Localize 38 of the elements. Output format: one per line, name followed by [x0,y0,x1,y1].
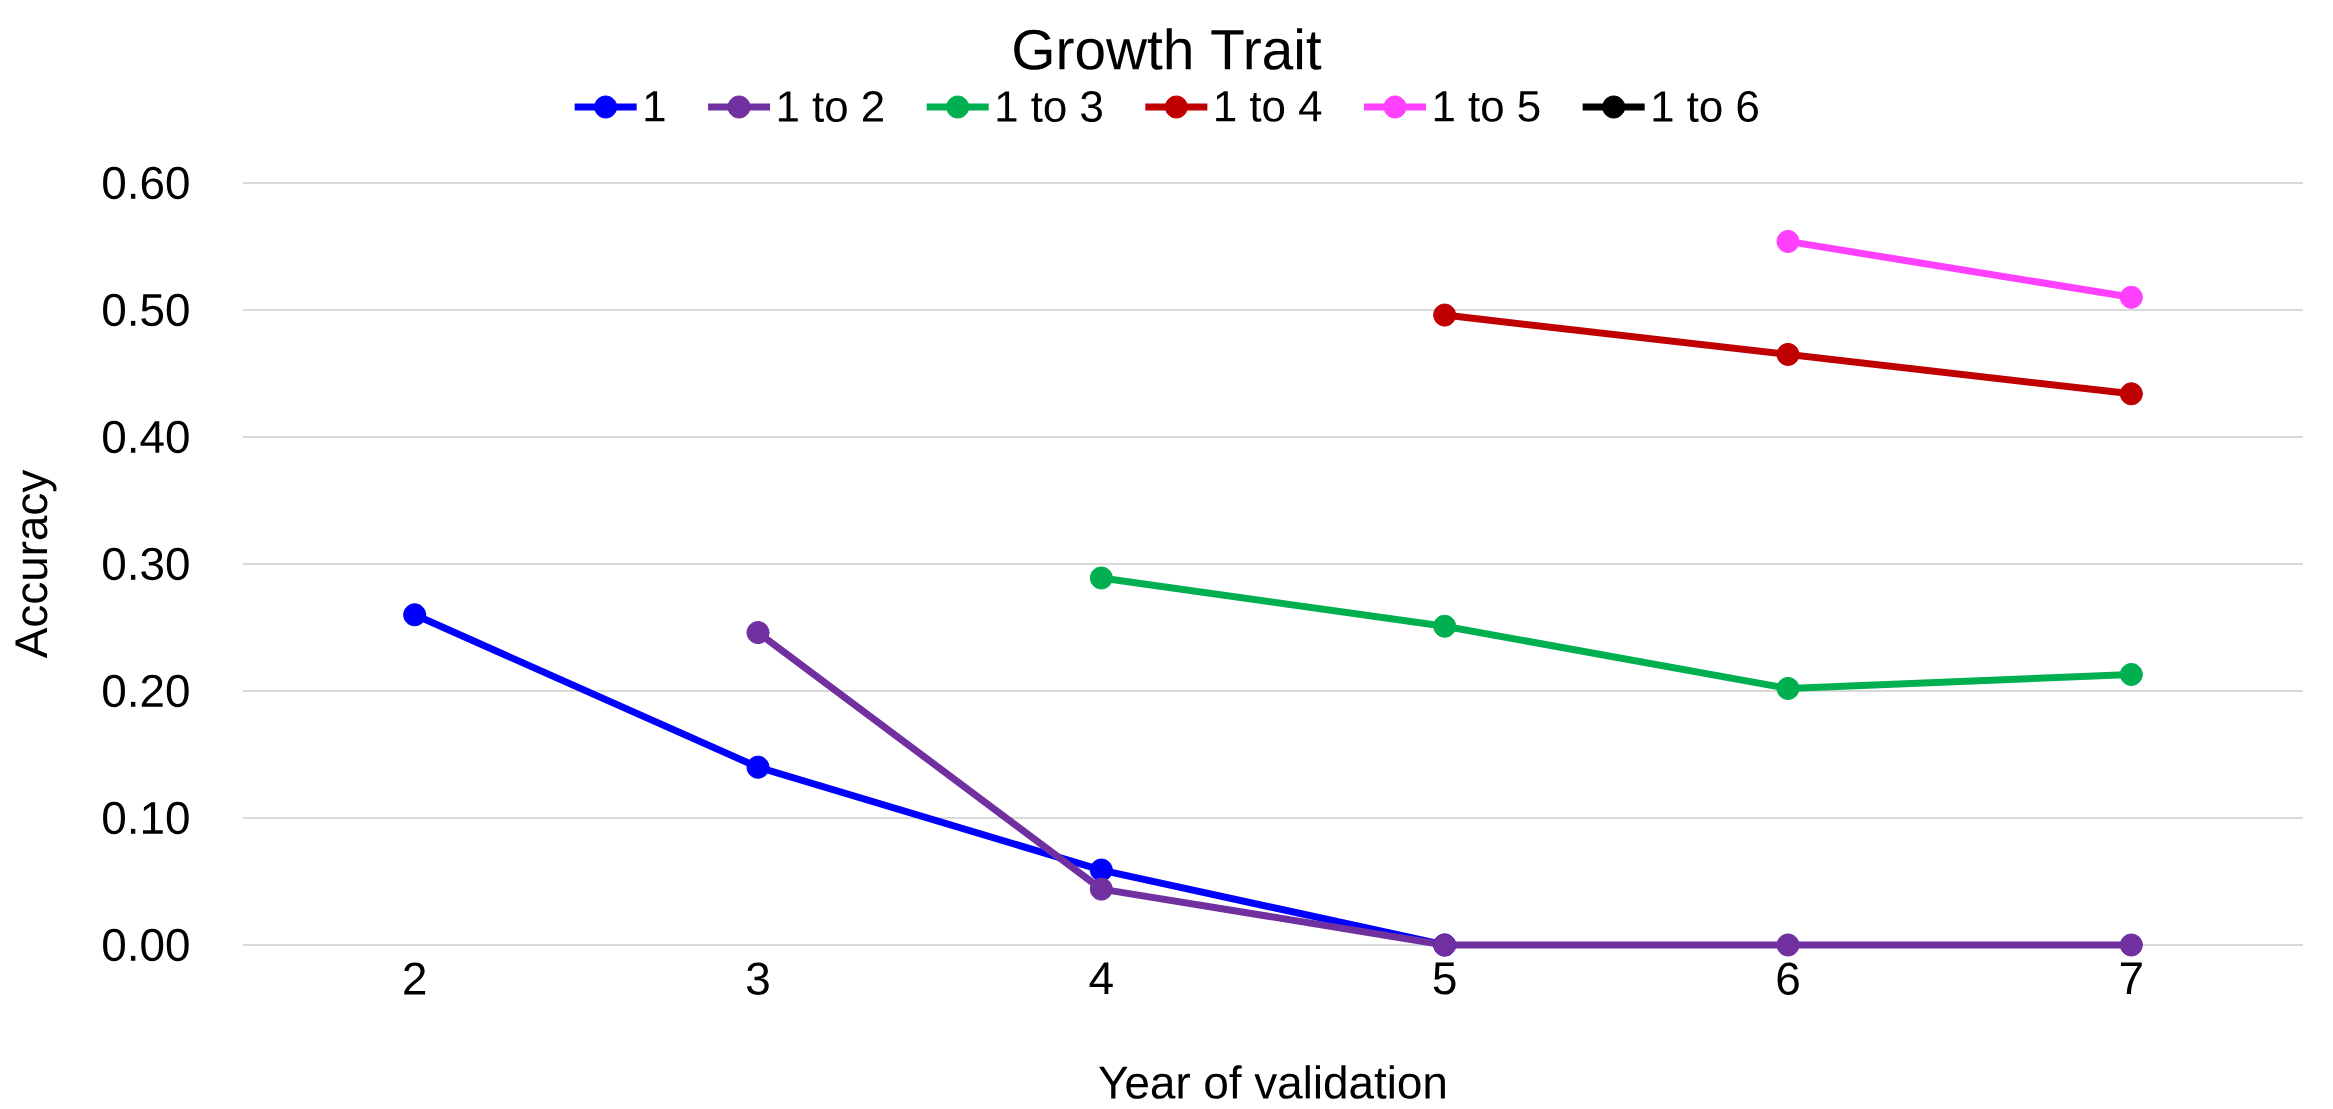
point [1089,858,1113,882]
point [1089,877,1113,901]
point [2119,285,2143,309]
y-tick-label: 0.40 [103,420,189,454]
x-tick-label: 4 [1089,962,1113,995]
x-tick-label: 6 [1777,962,1799,995]
point [746,621,770,645]
legend-label: 1 to 2 [778,90,883,122]
x-tick-label: 5 [1433,962,1456,995]
x-tick-label: 7 [2120,962,2142,995]
legend-label: 1 [645,91,665,122]
point [2119,662,2143,686]
point [746,755,770,779]
y-tick-label: 0.30 [103,547,189,581]
point [1776,342,1800,366]
x-tick-label: 2 [404,962,426,995]
x-axis-title: Year of validation [1099,1065,1445,1099]
legend-label: 1 to 6 [1653,90,1758,122]
legend-label: 1 to 3 [997,90,1102,122]
point [1089,566,1113,590]
point [1776,933,1800,957]
y-tick-label: 0.00 [103,928,189,962]
point [1776,229,1800,253]
y-tick-label: 0.50 [103,293,189,327]
point [1433,614,1457,638]
y-axis-title: Accuracy [15,469,57,659]
y-tick-label: 0.10 [103,801,189,835]
point [2119,933,2143,957]
chart-title: Growth Trait [1014,28,1322,70]
point [1776,676,1800,700]
point [1433,303,1457,327]
y-tick-label: 0.20 [103,674,189,708]
legend-label: 1 to 4 [1216,91,1322,122]
y-tick-label: 0.60 [103,166,189,200]
legend-label: 1 to 5 [1434,91,1540,122]
x-tick-label: 3 [747,962,769,995]
point [403,603,427,627]
point [2119,382,2143,406]
